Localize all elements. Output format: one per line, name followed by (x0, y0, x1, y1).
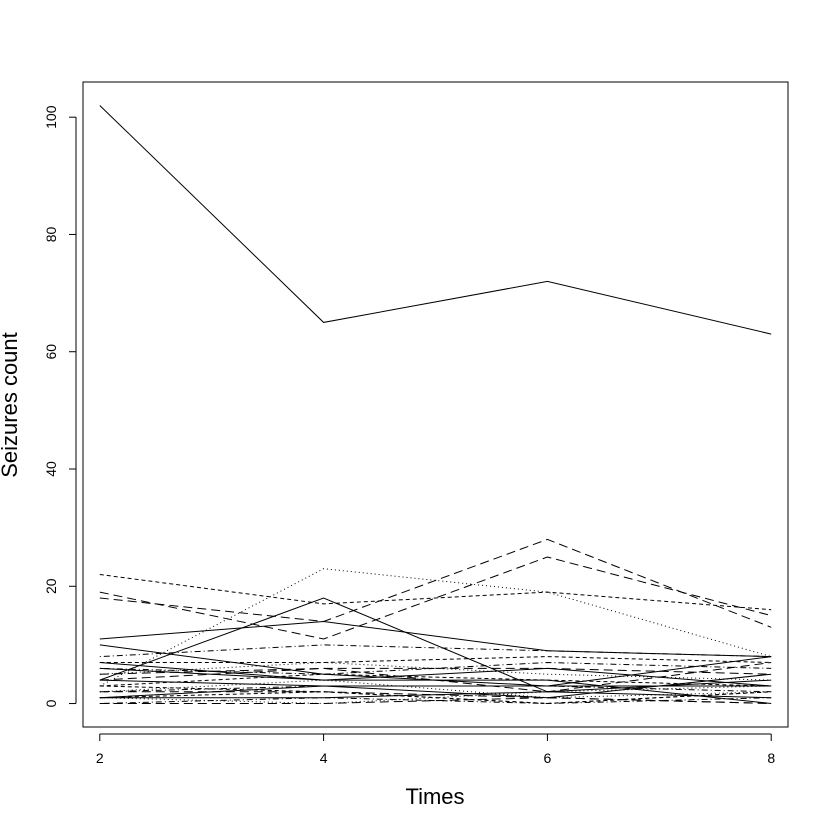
series-line-22 (99, 673, 772, 687)
series-line-10 (99, 644, 772, 658)
series-line-23 (99, 691, 772, 699)
series-line-27 (99, 662, 772, 687)
series-line-4 (99, 538, 772, 628)
series-line-5 (99, 556, 772, 640)
series-line-11 (99, 656, 772, 663)
plot-frame (82, 81, 789, 728)
x-axis: 2 4 6 8 (96, 733, 775, 766)
y-axis: 0 20 40 60 80 100 (43, 105, 77, 707)
series-line-3 (99, 574, 772, 611)
series-group (99, 105, 772, 705)
y-tick-label: 80 (43, 226, 59, 242)
y-tick-label: 0 (43, 699, 59, 707)
y-tick-label: 40 (43, 461, 59, 477)
series-line-28 (99, 691, 772, 705)
series-line-1 (99, 105, 772, 335)
y-tick-label: 20 (43, 578, 59, 594)
series-line-25 (99, 685, 772, 693)
x-tick-label: 8 (767, 750, 775, 766)
series-line-15 (99, 673, 772, 699)
y-tick-label: 100 (43, 105, 59, 129)
y-tick-label: 60 (43, 344, 59, 360)
x-tick-label: 4 (320, 750, 328, 766)
y-axis-title: Seizures count (0, 332, 22, 478)
series-line-17 (99, 697, 772, 705)
plot-area (82, 81, 789, 728)
x-tick-label: 2 (96, 750, 104, 766)
x-axis-title: Times (405, 784, 464, 809)
series-line-13 (99, 656, 772, 687)
x-tick-label: 6 (544, 750, 552, 766)
